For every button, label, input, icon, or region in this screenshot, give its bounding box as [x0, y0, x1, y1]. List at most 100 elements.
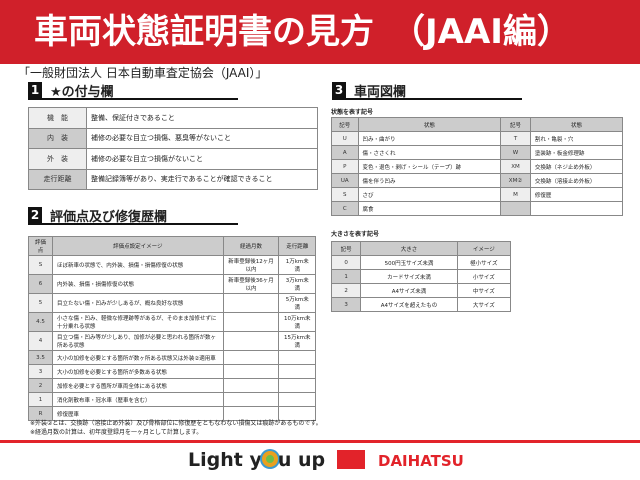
table-cell: 2 [330, 283, 362, 298]
table-cell: 目立つ傷・凹み等が少しあり、加修が必要と思われる箇所が数ヶ所ある状態 [52, 331, 224, 351]
table-cell: 3 [28, 364, 53, 379]
row-key: 外 装 [28, 148, 87, 170]
table-cell [222, 378, 280, 393]
column-header: 評価点 [28, 236, 53, 256]
table-cell: 4.5 [28, 312, 53, 332]
table-row: 5 目立たない傷・凹みが少しあるが、概ね良好な状態 5万km未満 [28, 293, 316, 313]
table-cell: 内外装、損傷・損傷修復の状態 [52, 274, 224, 294]
table-cell [278, 350, 316, 365]
section-title: 車両図欄 [354, 84, 407, 100]
column-header: 状態 [357, 117, 502, 132]
table-cell: W [500, 145, 531, 160]
section-number: 1 [28, 82, 42, 98]
size-label: 大きさを表す記号 [331, 231, 380, 238]
table-row: UA 傷を伴う凹み XM② 交換跡（溶接止め外板） [331, 173, 624, 188]
table-cell: さび [357, 187, 502, 202]
section-number: 2 [28, 207, 42, 223]
column-header: 評価点設定イメージ [52, 236, 224, 256]
table-cell: A4サイズを超えたもの [360, 297, 458, 312]
section2-heading: 2 評価点及び修復歴欄 [28, 207, 238, 225]
star-table: 機 能整備、保証付きであること内 装補修の必要な目立つ損傷、悪臭等がないこと外 … [28, 107, 318, 190]
page-title: 車両状態証明書の見方 （JAAI編） [0, 0, 640, 64]
table-cell: 小さな傷・凹み、軽微な修理跡等があるが、そのまま加修せずに十分乗れる状態 [52, 312, 224, 332]
table-cell [529, 201, 624, 216]
table-cell: XM [500, 159, 531, 174]
table-cell: 10万km未満 [278, 312, 316, 332]
table-row: 3 A4サイズを超えたもの 大サイズ [330, 297, 512, 312]
notes: ※外装②とは、交換跡（溶接止め外装）及び骨格部位に修復歴をともなわない損傷又は痕… [30, 419, 322, 437]
table-cell: 傷を伴う凹み [357, 173, 502, 188]
row-value: 補修の必要な目立つ損傷、悪臭等がないこと [86, 127, 318, 149]
column-header: 状態 [529, 117, 624, 132]
column-header: 記号 [331, 117, 359, 132]
column-header: 記号 [330, 241, 362, 256]
row-key: 機 能 [28, 107, 87, 129]
table-cell: 新車登録後36ヶ月以内 [222, 274, 280, 294]
brand-name: DAIHATSU [378, 452, 464, 470]
table-cell: 5 [28, 293, 53, 313]
table-cell: ほぼ新車の状態で、内外装、損傷・損傷修復の状態 [52, 255, 224, 275]
table-cell [278, 406, 316, 421]
section1-heading: 1 ★の付与欄 [28, 82, 238, 100]
table-cell: 3 [330, 297, 362, 312]
table-cell: 変色・退色・剥げ・シール（テープ）跡 [357, 159, 502, 174]
table-row: 0 500円玉サイズ未満 極小サイズ [330, 255, 512, 270]
column-header: イメージ [456, 241, 512, 256]
table-cell: 1 [28, 392, 53, 407]
table-row: 4 目立つ傷・凹み等が少しあり、加修が必要と思われる箇所が数ヶ所ある状態 15万km… [28, 331, 316, 351]
table-cell: S [28, 255, 53, 275]
table-row: 機 能整備、保証付きであること [28, 107, 318, 129]
table-cell: 大サイズ [456, 297, 512, 312]
table-cell: 大小の加修を必要とする箇所が多数ある状態 [52, 364, 224, 379]
table-cell: 割れ・亀裂・穴 [529, 131, 624, 146]
table-row: 外 装補修の必要な目立つ損傷がないこと [28, 148, 318, 170]
table-row: U 凹み・曲がり T 割れ・亀裂・穴 [331, 131, 624, 146]
table-row: S ほぼ新車の状態で、内外装、損傷・損傷修復の状態 新車登録後12ヶ月以内 1万km未… [28, 255, 316, 275]
footer-divider [0, 440, 640, 443]
table-row: 4.5 小さな傷・凹み、軽微な修理跡等があるが、そのまま加修せずに十分乗れる状態 1… [28, 312, 316, 332]
table-cell: R [28, 406, 53, 421]
table-cell [278, 364, 316, 379]
table-cell: XM② [500, 173, 531, 188]
table-row: A 傷・ささくれ W 塗装跡・板金修理跡 [331, 145, 624, 160]
table-cell: 4 [28, 331, 53, 351]
section-title: ★の付与欄 [50, 84, 114, 100]
column-header: 大きさ [360, 241, 458, 256]
row-key: 走行距離 [28, 168, 87, 190]
table-cell [222, 364, 280, 379]
table-cell: 消化剤散布車・冠水車（歴車を含む） [52, 392, 224, 407]
table-row: 6 内外装、損傷・損傷修復の状態 新車登録後36ヶ月以内 3万km未満 [28, 274, 316, 294]
table-row: 3 大小の加修を必要とする箇所が多数ある状態 [28, 364, 316, 379]
table-cell: 大小の加修を必要とする箇所が数ヶ所ある状態又は外装②適用車 [52, 350, 224, 365]
table-row: 1 カードサイズ未満 小サイズ [330, 269, 512, 284]
table-row: R 修復歴車 [28, 406, 316, 421]
table-cell: 交換跡（溶接止め外板） [529, 173, 624, 188]
column-header: 記号 [500, 117, 531, 132]
table-cell: 1 [330, 269, 362, 284]
column-header: 経過月数 [222, 236, 280, 256]
table-cell: 3万km未満 [278, 274, 316, 294]
table-cell: 15万km未満 [278, 331, 316, 351]
table-row: S さび M 修復歴 [331, 187, 624, 202]
table-row: 内 装補修の必要な目立つ損傷、悪臭等がないこと [28, 127, 318, 149]
table-cell: S [331, 187, 359, 202]
table-cell [222, 331, 280, 351]
table-cell: P [331, 159, 359, 174]
table-cell: 6 [28, 274, 53, 294]
size-table: 記号 大きさ イメージ 0 500円玉サイズ未満 極小サイズ 1 カードサイズ未満 小サイズ 2 A… [330, 241, 512, 312]
circle-logo-icon [261, 451, 278, 467]
table-cell: 塗装跡・板金修理跡 [529, 145, 624, 160]
row-value: 補修の必要な目立つ損傷がないこと [86, 148, 318, 170]
table-cell: 腐食 [357, 201, 502, 216]
table-cell: 交換跡（ネジ止め外板） [529, 159, 624, 174]
daihatsu-logo-icon [337, 450, 365, 469]
table-cell: 新車登録後12ヶ月以内 [222, 255, 280, 275]
table-cell: A [331, 145, 359, 160]
table-cell: 5万km未満 [278, 293, 316, 313]
table-cell: カードサイズ未満 [360, 269, 458, 284]
table-cell [222, 406, 280, 421]
row-value: 整備記録簿等があり、実走行であることが確認できること [86, 168, 318, 190]
table-cell [222, 392, 280, 407]
table-cell: UA [331, 173, 359, 188]
table-cell: 中サイズ [456, 283, 512, 298]
